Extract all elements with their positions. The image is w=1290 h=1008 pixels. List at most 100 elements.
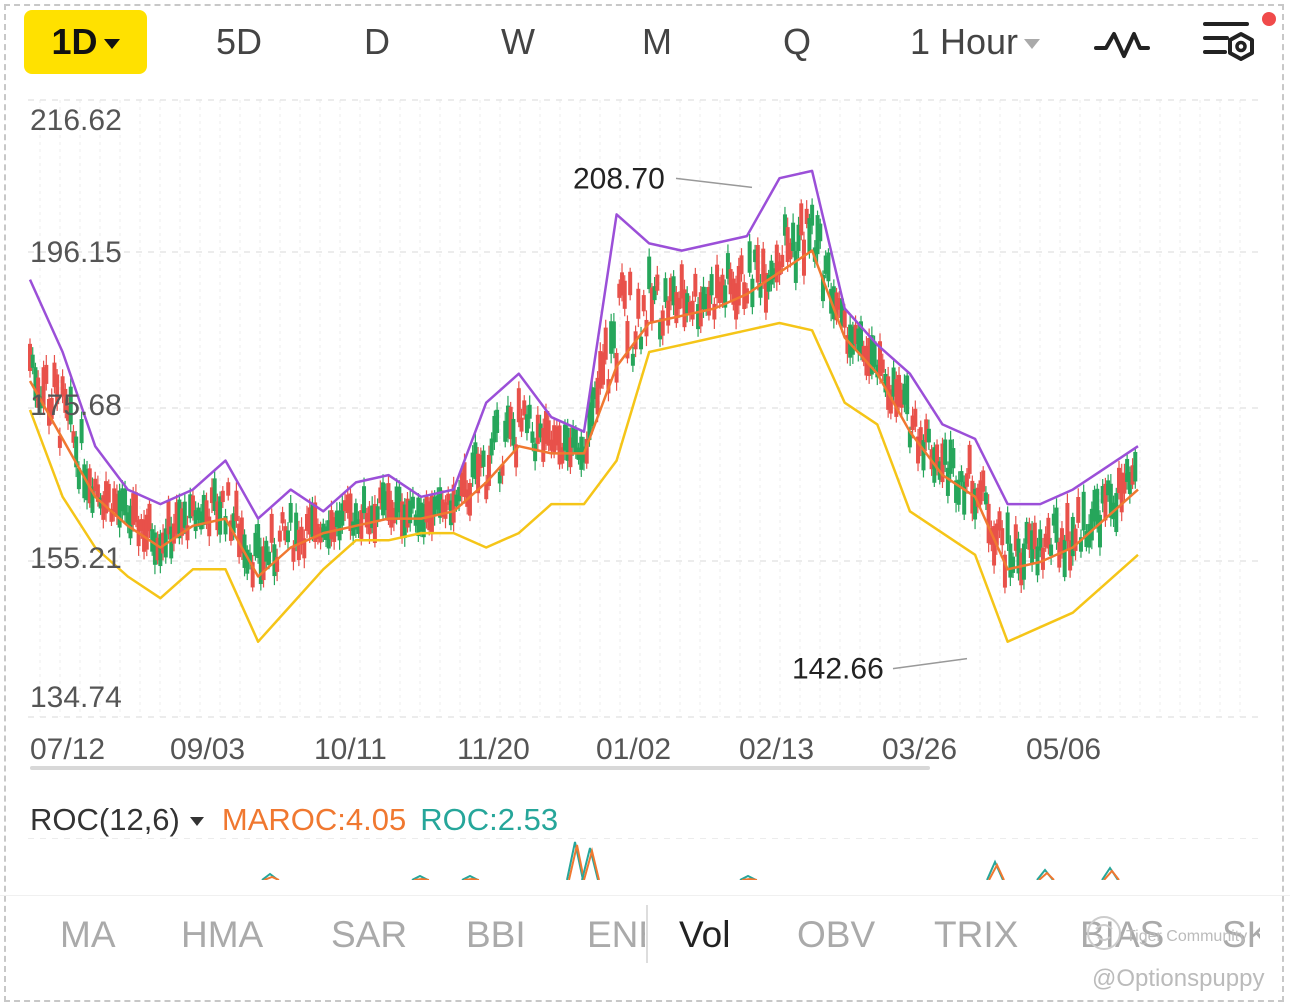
candle: [1016, 538, 1021, 574]
price-chart[interactable]: 208.70 142.66: [0, 95, 1290, 775]
tab-d[interactable]: D: [364, 21, 390, 62]
roc-subchart: [28, 838, 1260, 880]
candle: [992, 526, 997, 566]
candle: [57, 435, 62, 448]
tab-trix[interactable]: TRIX: [934, 914, 1019, 955]
tab-m[interactable]: M: [642, 21, 672, 62]
x-axis-label: 09/03: [170, 733, 246, 766]
candle: [218, 496, 223, 535]
candle: [774, 244, 779, 283]
candle: [793, 251, 798, 283]
candle: [736, 265, 741, 306]
candle: [68, 386, 73, 425]
tab-bbi[interactable]: BBI: [466, 914, 526, 955]
candle: [476, 453, 481, 494]
candle: [837, 298, 842, 310]
interval-dropdown[interactable]: 1 Hour: [895, 10, 1055, 74]
candle: [1119, 472, 1124, 513]
candle: [818, 223, 823, 242]
candle: [1051, 513, 1056, 526]
chart-scrollbar[interactable]: [30, 766, 930, 770]
candle: [397, 486, 402, 513]
candle: [921, 440, 926, 471]
tab-ene[interactable]: ENE: [587, 914, 645, 955]
candle: [288, 502, 293, 523]
candle: [1106, 480, 1111, 496]
tab-w[interactable]: W: [501, 21, 535, 62]
candle: [169, 526, 174, 559]
candle: [457, 487, 462, 502]
candle: [804, 208, 809, 225]
candle: [451, 484, 456, 523]
tab-ma[interactable]: MA: [60, 914, 116, 955]
candle: [33, 367, 38, 401]
candle: [1089, 508, 1094, 541]
maroc-line: [1038, 871, 1055, 880]
candle: [848, 324, 853, 358]
tab-5d[interactable]: 5D: [215, 21, 263, 62]
interval-label: 1 Hour: [909, 21, 1019, 62]
candle: [63, 388, 68, 413]
candle: [973, 488, 978, 520]
candle: [117, 490, 122, 528]
candle: [1005, 512, 1010, 544]
candle: [408, 500, 413, 524]
candle: [269, 513, 274, 543]
candle: [856, 328, 861, 352]
candle: [391, 507, 396, 524]
candle: [1027, 523, 1032, 550]
candle: [405, 498, 410, 528]
candle: [1114, 493, 1119, 533]
y-axis-label: 196.15: [30, 236, 122, 269]
candle: [872, 341, 877, 367]
candle: [639, 336, 644, 350]
indicator-tabs: MA HMA SAR BBI ENE Vol OBV TRIX BIAS SK: [0, 895, 1290, 976]
candle: [52, 362, 57, 388]
candle: [554, 426, 559, 446]
candle: [587, 402, 592, 441]
tab-vol[interactable]: Vol: [679, 914, 731, 955]
candle: [1038, 529, 1043, 551]
candle: [739, 255, 744, 275]
candle: [989, 528, 994, 545]
candle: [603, 327, 608, 360]
x-axis-label: 02/13: [739, 733, 815, 766]
settings-icon[interactable]: [1203, 18, 1257, 68]
candle: [261, 546, 266, 581]
candle: [310, 504, 315, 537]
candle: [943, 439, 948, 465]
candle: [1043, 533, 1048, 548]
candle: [424, 495, 429, 523]
candle: [299, 526, 304, 545]
candle: [74, 436, 79, 468]
candle: [543, 410, 548, 444]
candle: [1103, 483, 1108, 521]
candle: [500, 464, 505, 476]
candle: [1097, 514, 1102, 548]
chart-frame: [4, 4, 1284, 1002]
candle: [394, 486, 399, 520]
candle: [734, 283, 739, 320]
tab-q[interactable]: Q: [782, 21, 811, 62]
tab-obv[interactable]: OBV: [797, 914, 876, 955]
candle: [560, 447, 565, 464]
line-chart-icon[interactable]: [1094, 26, 1150, 62]
candle: [562, 424, 567, 451]
indicator-selector[interactable]: ROC(12,6): [30, 802, 204, 837]
candle: [601, 352, 606, 385]
candle: [620, 272, 625, 296]
candle: [367, 506, 372, 535]
candle: [416, 497, 421, 537]
candle: [201, 494, 206, 525]
maroc-line: [263, 875, 280, 880]
candle: [967, 444, 972, 474]
candle: [978, 480, 983, 505]
tab-1d[interactable]: 1D: [24, 10, 147, 74]
candle: [345, 494, 350, 514]
tab-sk[interactable]: SK: [1222, 914, 1260, 955]
candle: [215, 501, 220, 531]
tab-hma[interactable]: HMA: [181, 914, 264, 955]
tab-sar[interactable]: SAR: [331, 914, 408, 955]
candle: [845, 335, 850, 354]
candle: [161, 532, 166, 554]
